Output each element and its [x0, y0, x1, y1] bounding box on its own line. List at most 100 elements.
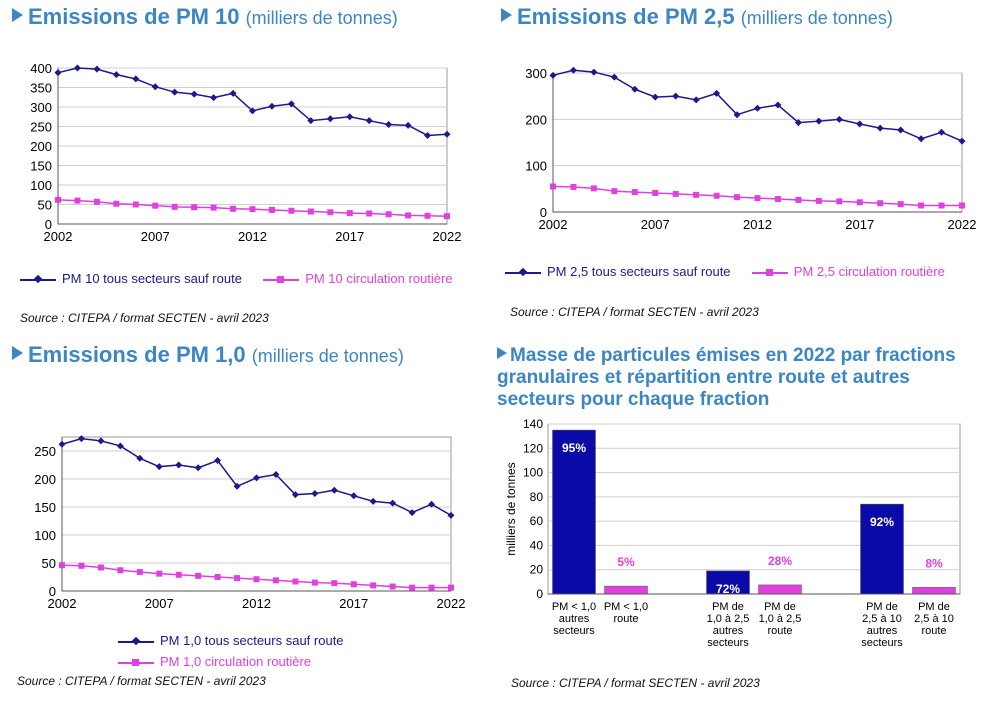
triangle-bullet-icon: [497, 347, 507, 359]
data-point: [97, 564, 104, 571]
data-point: [249, 107, 256, 115]
x-category-label: PM de: [712, 601, 744, 613]
x-tick-label: 2002: [44, 229, 73, 244]
legend-label-road: PM 2,5 circulation routière: [793, 264, 945, 279]
y-tick-label: 100: [30, 178, 52, 193]
data-point: [268, 102, 276, 110]
legend-label-other: PM 1,0 tous secteurs sauf route: [160, 633, 344, 648]
bar-data-label: 28%: [768, 554, 792, 568]
legend-swatch-road: [118, 658, 154, 668]
pm25-chart: 0 100 200 300 2002 2007 2012 2017 2022: [525, 66, 977, 232]
pm10-title-unit: (milliers de tonnes): [245, 8, 398, 28]
data-point: [856, 199, 863, 206]
data-point: [444, 213, 450, 220]
x-tick-label: 2022: [948, 217, 977, 232]
data-point: [155, 463, 163, 471]
data-point: [112, 71, 120, 79]
x-tick-label: 2022: [437, 596, 466, 611]
data-point: [210, 94, 218, 102]
x-category-label: 2,5 à 10: [862, 613, 902, 625]
data-point: [195, 572, 202, 579]
data-point: [253, 474, 260, 482]
data-point: [175, 571, 182, 578]
data-point: [405, 212, 412, 219]
data-point: [229, 89, 237, 97]
data-point: [448, 584, 454, 591]
data-point: [175, 461, 183, 469]
x-tick-label: 2012: [242, 596, 271, 611]
data-point: [171, 88, 179, 96]
y-axis-label: milliers de tonnes: [504, 462, 518, 555]
data-point: [917, 135, 925, 143]
data-point: [311, 579, 318, 586]
x-category-label: secteurs: [861, 637, 903, 649]
x-tick-label: 2012: [743, 217, 772, 232]
pm1-source: Source : CITEPA / format SECTEN - avril …: [17, 674, 266, 688]
data-point: [835, 115, 843, 123]
pm1-chart: 0 50 100 150 200 250 2002 2007 2012 2017 2022: [34, 435, 466, 611]
fractions-bar-chart: 0 20 40 60 80 100 120 140 milliers de tonnes 95% P…: [504, 417, 961, 649]
x-category-label: autres: [867, 625, 898, 637]
data-point: [836, 198, 843, 205]
data-point: [365, 117, 373, 125]
bar: [604, 585, 648, 595]
data-point: [570, 183, 577, 190]
data-point: [590, 185, 597, 192]
pm25-title-unit: (milliers de tonnes): [740, 8, 893, 28]
data-point: [549, 71, 557, 79]
data-point: [326, 115, 334, 123]
data-point: [366, 210, 373, 217]
data-point: [327, 209, 334, 216]
data-point: [287, 100, 295, 108]
y-tick-label: 0: [540, 205, 547, 220]
data-point: [54, 69, 62, 77]
pm10-source: Source : CITEPA / format SECTEN - avril …: [20, 311, 269, 325]
legend-swatch-road: [263, 275, 300, 285]
data-point: [409, 584, 416, 591]
y-tick-label: 250: [34, 444, 56, 459]
data-point: [210, 204, 217, 211]
pm25-title: Emissions de PM 2,5 (milliers de tonnes): [501, 4, 893, 30]
pm25-legend: PM 2,5 tous secteurs sauf route PM 2,5 c…: [505, 264, 945, 279]
x-tick-label: 2007: [145, 596, 174, 611]
data-point: [350, 492, 358, 500]
data-point: [346, 210, 353, 217]
data-point: [151, 83, 159, 91]
data-point: [292, 578, 299, 585]
data-point: [288, 207, 295, 214]
data-point: [424, 212, 431, 219]
data-point: [856, 120, 864, 128]
data-point: [93, 198, 100, 205]
data-point: [897, 201, 904, 208]
x-category-label: route: [921, 625, 946, 637]
y-tick-label: 0: [45, 217, 52, 232]
y-tick-label: 100: [523, 466, 543, 480]
data-point: [190, 90, 198, 98]
x-category-label: PM de: [764, 601, 796, 613]
plot-area: [61, 436, 452, 592]
data-point: [331, 580, 338, 587]
y-tick-label: 50: [38, 198, 52, 213]
pm10-legend: PM 10 tous secteurs sauf route PM 10 cir…: [20, 271, 453, 286]
data-point: [877, 200, 884, 207]
data-point: [938, 202, 945, 209]
data-point: [77, 435, 85, 443]
y-tick-label: 200: [34, 472, 56, 487]
pm1-title: Emissions de PM 1,0 (milliers de tonnes): [12, 342, 404, 368]
data-point: [569, 66, 577, 74]
data-point: [249, 206, 256, 213]
data-point: [191, 204, 198, 211]
y-tick-label: 250: [30, 120, 52, 135]
x-category-label: route: [613, 613, 638, 625]
x-category-label: PM < 1,0: [604, 601, 648, 613]
data-point: [230, 205, 237, 212]
y-tick-label: 100: [525, 159, 547, 174]
data-point: [311, 490, 319, 498]
pm1-title-text: Emissions de PM 1,0: [28, 342, 246, 367]
data-point: [389, 499, 397, 507]
legend-label-road: PM 1,0 circulation routière: [160, 654, 312, 669]
data-point: [795, 196, 802, 203]
data-point: [958, 137, 966, 145]
data-point: [370, 582, 377, 589]
data-point: [918, 202, 925, 209]
